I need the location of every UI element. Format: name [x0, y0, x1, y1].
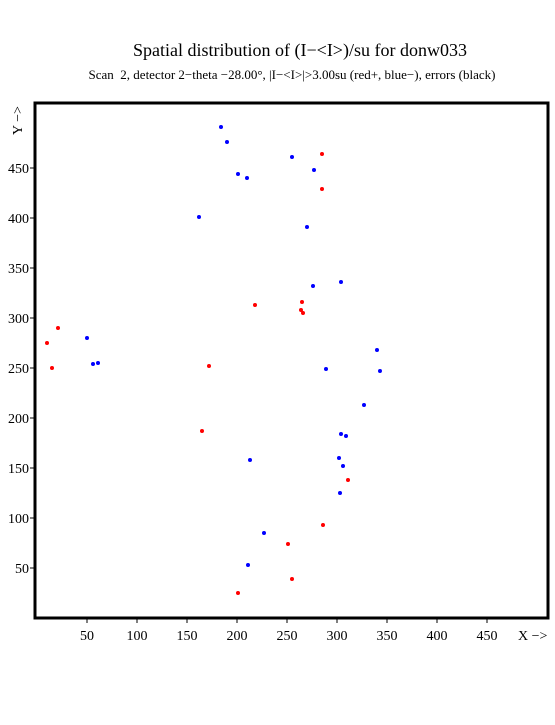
- point: [378, 369, 382, 373]
- point: [375, 348, 379, 352]
- point: [346, 478, 350, 482]
- y-axis-label: Y −>: [11, 106, 26, 135]
- point: [91, 362, 95, 366]
- y-tick-label: 250: [8, 362, 29, 377]
- point: [290, 577, 294, 581]
- point: [207, 364, 211, 368]
- y-tick-label: 200: [8, 412, 29, 427]
- point: [253, 303, 257, 307]
- point: [290, 155, 294, 159]
- x-tick-label: 300: [327, 629, 348, 644]
- point: [236, 172, 240, 176]
- point: [320, 187, 324, 191]
- point: [339, 280, 343, 284]
- point: [341, 464, 345, 468]
- x-tick-label: 400: [427, 629, 448, 644]
- point: [344, 434, 348, 438]
- point: [236, 591, 240, 595]
- point: [248, 458, 252, 462]
- x-tick-label: 100: [127, 629, 148, 644]
- point: [320, 152, 324, 156]
- point: [219, 125, 223, 129]
- chart-title: Spatial distribution of (I−<I>)/su for d…: [133, 40, 467, 61]
- point: [299, 308, 303, 312]
- y-tick-label: 300: [8, 312, 29, 327]
- y-tick-label: 400: [8, 212, 29, 227]
- point: [225, 140, 229, 144]
- point: [197, 215, 201, 219]
- x-tick-label: 350: [377, 629, 398, 644]
- point: [85, 336, 89, 340]
- point: [300, 300, 304, 304]
- x-axis-label: X −>: [518, 629, 548, 644]
- point: [301, 311, 305, 315]
- chart-subtitle: Scan 2, detector 2−theta −28.00°, |I−<I>…: [89, 67, 496, 82]
- point: [312, 168, 316, 172]
- y-tick-label: 100: [8, 512, 29, 527]
- point: [338, 491, 342, 495]
- point: [305, 225, 309, 229]
- point: [311, 284, 315, 288]
- y-tick-label: 350: [8, 262, 29, 277]
- point: [339, 432, 343, 436]
- y-tick-label: 450: [8, 162, 29, 177]
- point: [337, 456, 341, 460]
- plot-frame: [33, 101, 550, 620]
- y-tick-label: 150: [8, 462, 29, 477]
- point: [245, 176, 249, 180]
- x-tick-label: 200: [227, 629, 248, 644]
- x-tick-label: 450: [477, 629, 498, 644]
- point: [50, 366, 54, 370]
- point: [96, 361, 100, 365]
- x-tick-label: 250: [277, 629, 298, 644]
- point: [286, 542, 290, 546]
- point: [246, 563, 250, 567]
- point: [200, 429, 204, 433]
- point: [321, 523, 325, 527]
- point: [324, 367, 328, 371]
- x-tick-label: 50: [80, 629, 94, 644]
- point: [262, 531, 266, 535]
- point: [45, 341, 49, 345]
- point: [56, 326, 60, 330]
- x-tick-label: 150: [177, 629, 198, 644]
- point: [362, 403, 366, 407]
- y-tick-label: 50: [15, 562, 29, 577]
